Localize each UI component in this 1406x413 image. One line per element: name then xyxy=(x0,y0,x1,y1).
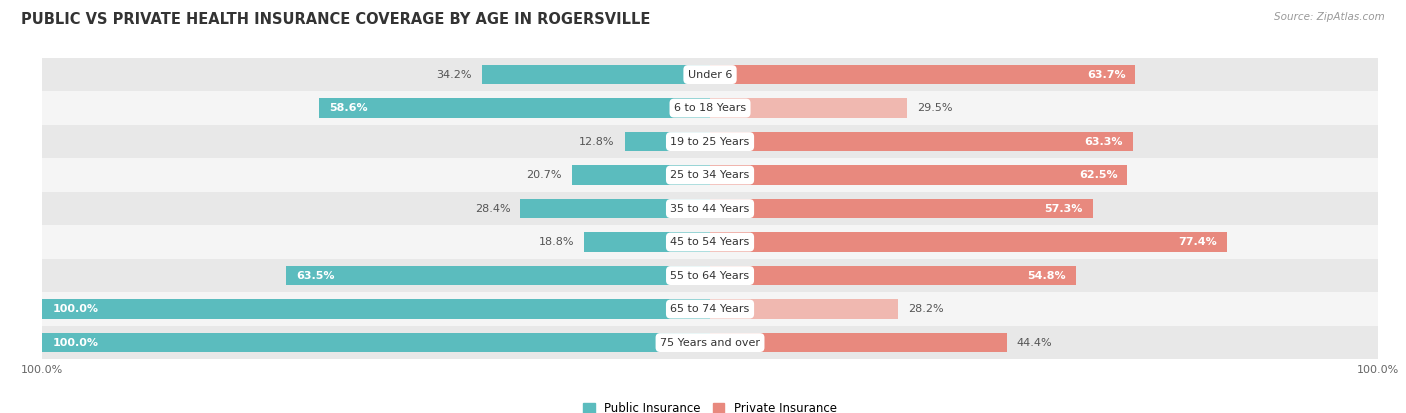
Text: 100.0%: 100.0% xyxy=(52,337,98,348)
Bar xyxy=(710,165,1128,185)
Bar xyxy=(710,266,1076,285)
Text: 20.7%: 20.7% xyxy=(526,170,562,180)
Text: PUBLIC VS PRIVATE HEALTH INSURANCE COVERAGE BY AGE IN ROGERSVILLE: PUBLIC VS PRIVATE HEALTH INSURANCE COVER… xyxy=(21,12,651,27)
Bar xyxy=(710,199,1092,218)
Text: 54.8%: 54.8% xyxy=(1028,271,1066,280)
Bar xyxy=(285,266,710,285)
Text: 45 to 54 Years: 45 to 54 Years xyxy=(671,237,749,247)
Text: 63.3%: 63.3% xyxy=(1084,137,1123,147)
Text: 12.8%: 12.8% xyxy=(579,137,614,147)
Text: 58.6%: 58.6% xyxy=(329,103,367,113)
Text: 77.4%: 77.4% xyxy=(1178,237,1218,247)
Bar xyxy=(710,333,1007,352)
Bar xyxy=(42,326,1378,359)
Bar xyxy=(710,65,1136,84)
Bar xyxy=(710,132,1133,151)
Text: 100.0%: 100.0% xyxy=(52,304,98,314)
Bar xyxy=(42,125,1378,158)
Bar xyxy=(42,259,1378,292)
Text: Source: ZipAtlas.com: Source: ZipAtlas.com xyxy=(1274,12,1385,22)
Text: 62.5%: 62.5% xyxy=(1078,170,1118,180)
Bar xyxy=(42,91,1378,125)
Bar xyxy=(710,299,898,319)
Text: 35 to 44 Years: 35 to 44 Years xyxy=(671,204,749,214)
Text: 29.5%: 29.5% xyxy=(917,103,952,113)
Bar xyxy=(710,98,907,118)
Text: 75 Years and over: 75 Years and over xyxy=(659,337,761,348)
Text: 18.8%: 18.8% xyxy=(538,237,575,247)
Bar xyxy=(319,98,710,118)
Text: 63.5%: 63.5% xyxy=(295,271,335,280)
Text: 25 to 34 Years: 25 to 34 Years xyxy=(671,170,749,180)
Bar xyxy=(42,292,1378,326)
Text: 44.4%: 44.4% xyxy=(1017,337,1052,348)
Text: Under 6: Under 6 xyxy=(688,69,733,80)
Bar xyxy=(42,58,1378,91)
Text: 57.3%: 57.3% xyxy=(1045,204,1083,214)
Bar xyxy=(482,65,710,84)
Text: 28.4%: 28.4% xyxy=(475,204,510,214)
Text: 55 to 64 Years: 55 to 64 Years xyxy=(671,271,749,280)
Text: 65 to 74 Years: 65 to 74 Years xyxy=(671,304,749,314)
Bar xyxy=(42,333,710,352)
Text: 63.7%: 63.7% xyxy=(1087,69,1125,80)
Bar xyxy=(520,199,710,218)
Bar xyxy=(585,233,710,252)
Text: 34.2%: 34.2% xyxy=(436,69,471,80)
Legend: Public Insurance, Private Insurance: Public Insurance, Private Insurance xyxy=(578,397,842,413)
Bar xyxy=(624,132,710,151)
Text: 28.2%: 28.2% xyxy=(908,304,943,314)
Text: 19 to 25 Years: 19 to 25 Years xyxy=(671,137,749,147)
Bar xyxy=(42,225,1378,259)
Bar xyxy=(42,299,710,319)
Bar xyxy=(572,165,710,185)
Bar xyxy=(42,192,1378,225)
Bar xyxy=(42,158,1378,192)
Bar xyxy=(710,233,1227,252)
Text: 6 to 18 Years: 6 to 18 Years xyxy=(673,103,747,113)
